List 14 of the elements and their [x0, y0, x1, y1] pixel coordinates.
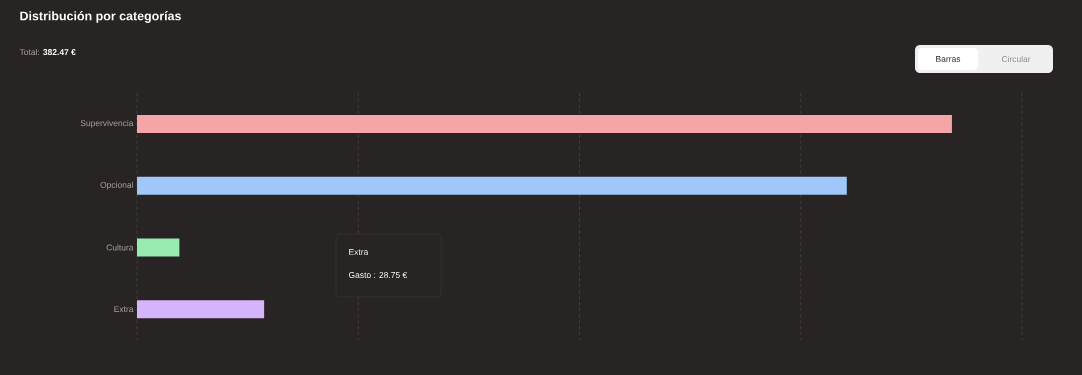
text: Circular [1001, 55, 1031, 63]
annotation: Extra [349, 249, 369, 255]
y-tick-label: Opcional [100, 181, 133, 190]
bar [137, 176, 847, 195]
y-tick-label: Cultura [106, 244, 134, 251]
bar [137, 300, 265, 319]
bar [137, 238, 180, 257]
bar [137, 114, 952, 133]
text: Barras [936, 56, 961, 62]
y-tick-label: Extra [114, 306, 134, 313]
y-tick-label: Supervivencia [80, 119, 134, 128]
annotation: Gasto : 28.75 € [348, 272, 408, 278]
chart-title: Distribución por categorías [20, 11, 181, 23]
text: Total: 382.47 € [19, 48, 76, 56]
